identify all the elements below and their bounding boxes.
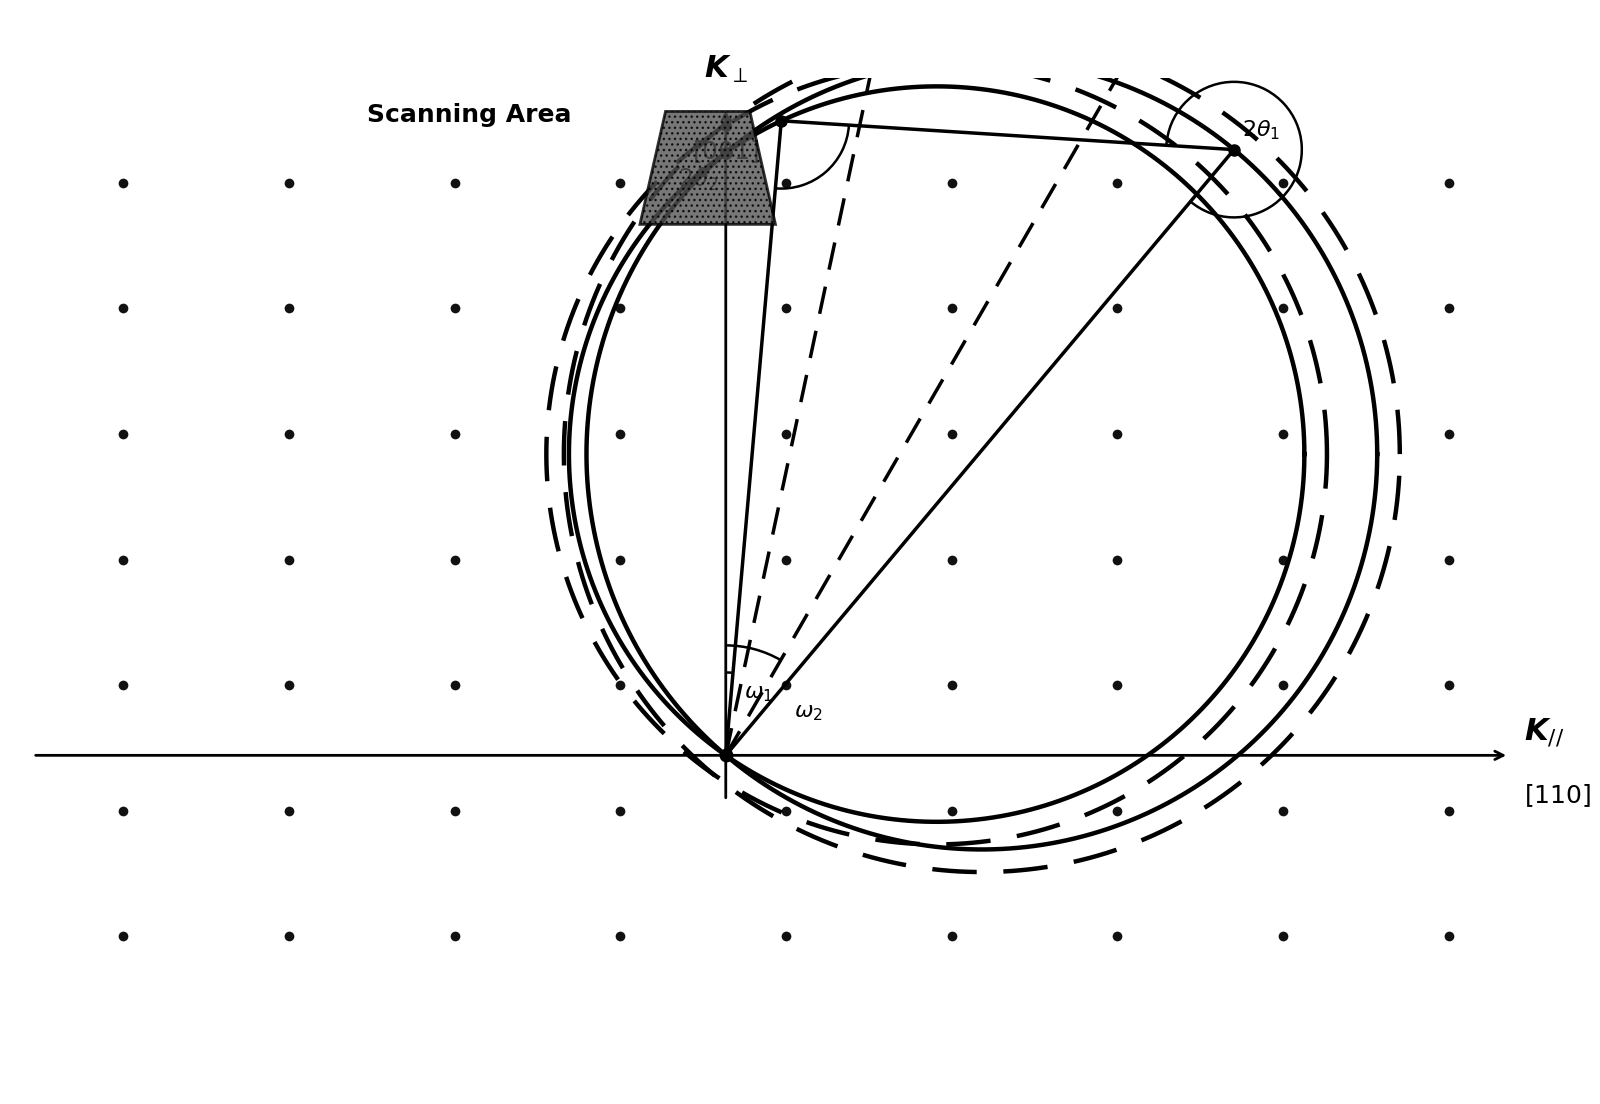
Text: $\omega_1$: $\omega_1$: [744, 683, 773, 703]
Polygon shape: [640, 112, 776, 224]
Text: $[001]$: $[001]$: [693, 138, 760, 164]
Text: $\boldsymbol{K}_{//}$: $\boldsymbol{K}_{//}$: [1525, 715, 1565, 747]
Text: $2\theta_2$: $2\theta_2$: [678, 166, 718, 193]
Text: $2\theta_1$: $2\theta_1$: [1242, 118, 1280, 142]
Text: $\boldsymbol{K}_{\perp}$: $\boldsymbol{K}_{\perp}$: [704, 54, 747, 85]
Text: Scanning Area: Scanning Area: [368, 103, 571, 127]
Text: $\omega_2$: $\omega_2$: [794, 703, 822, 723]
Text: $[110]$: $[110]$: [1525, 783, 1590, 809]
